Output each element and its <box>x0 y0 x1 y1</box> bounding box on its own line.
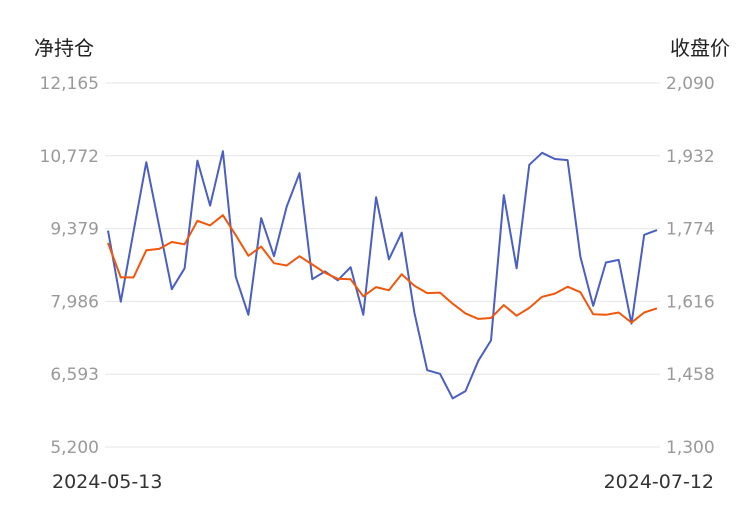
x-start-label: 2024-05-13 <box>52 471 162 493</box>
grid-lines <box>105 82 660 448</box>
left-tick-label: 6,593 <box>50 365 99 385</box>
left-tick-label: 7,986 <box>50 292 99 312</box>
series-line-net-position <box>107 150 658 400</box>
right-tick-label: 2,090 <box>666 74 715 94</box>
right-tick-label: 1,932 <box>666 147 715 167</box>
right-tick-label: 1,616 <box>666 292 715 312</box>
series-line-close-price <box>107 214 658 324</box>
left-tick-label: 10,772 <box>40 147 99 167</box>
right-tick-label: 1,458 <box>666 365 715 385</box>
right-tick-label: 1,774 <box>666 220 715 240</box>
left-axis-title: 净持仓 <box>34 36 94 60</box>
left-tick-label: 12,165 <box>40 74 99 94</box>
right-tick-label: 1,300 <box>666 438 715 458</box>
left-tick-label: 9,379 <box>50 220 99 240</box>
x-end-label: 2024-07-12 <box>604 471 714 493</box>
series-lines <box>107 150 658 400</box>
right-axis-title: 收盘价 <box>670 36 730 60</box>
left-tick-label: 5,200 <box>50 438 99 458</box>
axis-ticks: 12,165 2,090 10,772 1,932 9,379 1,774 7,986 1,6… <box>40 74 715 458</box>
